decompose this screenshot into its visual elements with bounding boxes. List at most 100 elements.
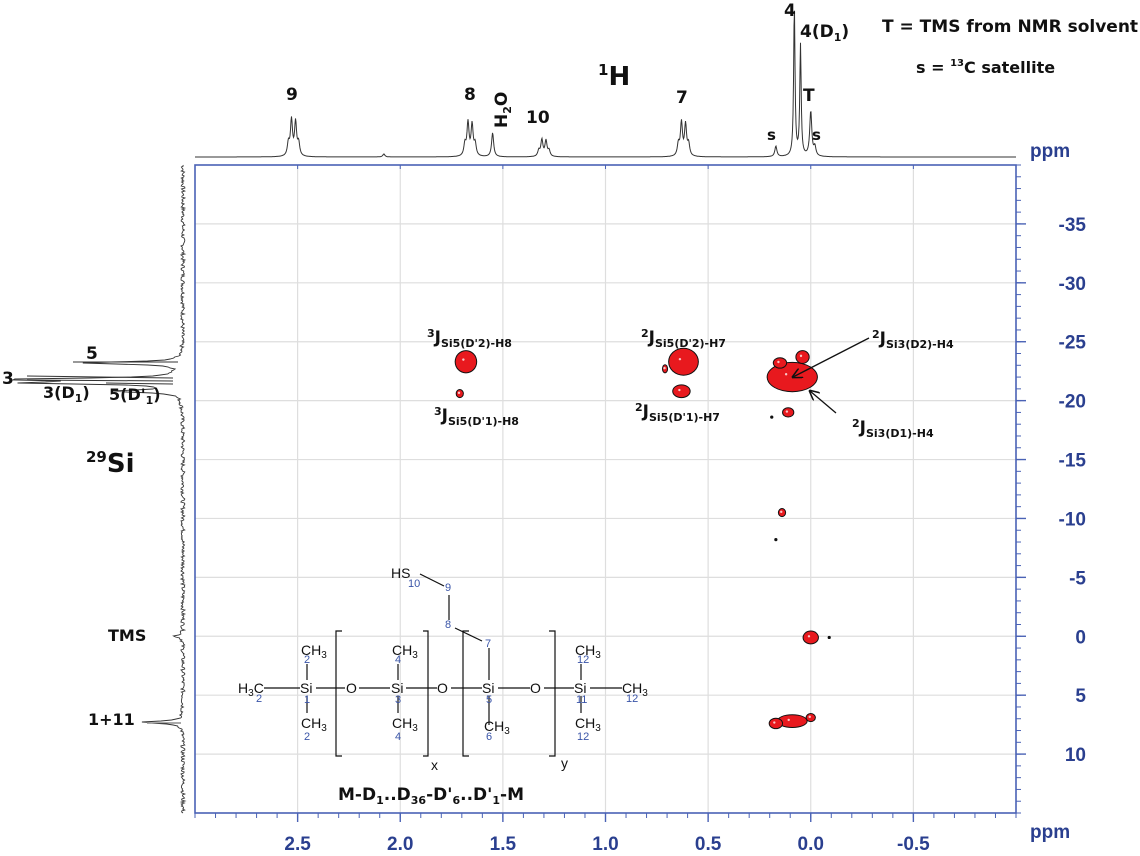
arrow-si3d2-h4 bbox=[793, 337, 870, 377]
y-tick-label: -15 bbox=[1059, 451, 1087, 472]
svg-text:CH3: CH3 bbox=[392, 715, 418, 734]
h1-peak-label-s-right: s bbox=[812, 126, 821, 144]
cross-peak bbox=[767, 362, 817, 392]
svg-text:2: 2 bbox=[304, 654, 310, 666]
y-axis-ticks: -35 -30 -25 -20 -15 -10 -5 0 5 10 bbox=[1016, 164, 1087, 814]
x-tick-label: 1.5 bbox=[490, 834, 517, 855]
svg-text:5: 5 bbox=[486, 694, 492, 706]
leader-line-3b bbox=[26, 379, 174, 382]
x-tick-label: 0.5 bbox=[695, 834, 722, 855]
cross-peak-highlight bbox=[808, 715, 811, 719]
y-tick-label: 10 bbox=[1065, 745, 1086, 766]
svg-text:CH3: CH3 bbox=[392, 642, 418, 661]
x-axis-ticks: 2.5 2.0 1.5 1.0 0.5 0.0 -0.5 bbox=[194, 165, 1017, 855]
cross-peak-highlight bbox=[785, 410, 789, 413]
svg-text:H3C: H3C bbox=[238, 680, 264, 699]
cross-peak bbox=[455, 351, 477, 373]
svg-text:6: 6 bbox=[486, 731, 492, 743]
svg-text:y: y bbox=[561, 755, 568, 771]
cross-peak-highlight bbox=[787, 718, 790, 722]
x-tick-label: -0.5 bbox=[897, 834, 930, 855]
h1-peak-label-7: 7 bbox=[676, 88, 688, 108]
svg-text:HS: HS bbox=[391, 565, 410, 581]
noise-dot bbox=[770, 415, 774, 419]
y-tick-label: -30 bbox=[1059, 274, 1086, 295]
svg-text:7: 7 bbox=[485, 638, 491, 650]
cross-peak bbox=[673, 385, 690, 398]
y-tick-label: -35 bbox=[1059, 215, 1087, 236]
cross-peak bbox=[783, 408, 794, 417]
h1-peak-label-9: 9 bbox=[286, 85, 298, 105]
y-tick-label: 0 bbox=[1075, 627, 1086, 648]
h1-peak-label-4: 4 bbox=[784, 1, 796, 21]
legend-satellite-note: s = 13C satellite bbox=[916, 58, 1055, 77]
x-tick-label: 0.0 bbox=[798, 834, 824, 855]
svg-text:Si: Si bbox=[574, 680, 586, 696]
cross-peak bbox=[806, 714, 815, 722]
cross-peak-highlight bbox=[678, 388, 681, 392]
x-tick-label: 2.5 bbox=[284, 834, 311, 855]
annotation-2j-si5d1-h7: 2JSi5(D'1)-H7 bbox=[635, 401, 720, 424]
h1-peak-label-s-left: s bbox=[767, 126, 776, 144]
cross-peak-highlight bbox=[780, 510, 783, 514]
svg-text:2JSi3(D2)-H4: 2JSi3(D2)-H4 bbox=[872, 328, 954, 351]
svg-text:12: 12 bbox=[626, 693, 638, 705]
h1-axis-title: 1H bbox=[598, 61, 630, 92]
svg-text:Si: Si bbox=[391, 680, 403, 696]
svg-text:12: 12 bbox=[577, 731, 589, 743]
annotation-2j-si3d2-h4: 2JSi3(D2)-H4 bbox=[872, 328, 954, 351]
svg-text:Si: Si bbox=[482, 680, 494, 696]
chemical-structure bbox=[264, 573, 622, 757]
si-peak-label-3d1: 3(D1) bbox=[43, 383, 90, 405]
y-tick-label: -20 bbox=[1059, 392, 1086, 413]
svg-text:3JSi5(D'2)-H8: 3JSi5(D'2)-H8 bbox=[427, 327, 512, 350]
cross-peak-highlight bbox=[457, 391, 461, 395]
y-tick-label: -5 bbox=[1069, 568, 1086, 589]
cross-peak bbox=[803, 631, 818, 644]
cross-peak-highlight bbox=[663, 366, 666, 370]
cross-peak-highlight bbox=[773, 721, 776, 724]
y-tick-label: -10 bbox=[1059, 509, 1086, 530]
svg-text:x: x bbox=[431, 757, 438, 773]
svg-text:10: 10 bbox=[408, 578, 420, 590]
svg-text:O: O bbox=[346, 680, 357, 696]
si29-axis-title: 29Si bbox=[86, 448, 135, 479]
x-tick-label: 2.0 bbox=[387, 834, 413, 855]
annotation-3j-si5d2-h8: 3JSi5(D'2)-H8 bbox=[427, 327, 512, 350]
annotation-3j-si5d1-h8: 3JSi5(D'1)-H8 bbox=[434, 405, 519, 428]
y-tick-label: -25 bbox=[1059, 333, 1087, 354]
cross-peaks bbox=[454, 347, 831, 730]
cross-peak-highlight bbox=[678, 357, 682, 361]
x-axis-unit-bottom: ppm bbox=[1030, 822, 1070, 843]
svg-text:CH3: CH3 bbox=[301, 642, 327, 661]
cross-peak bbox=[796, 351, 809, 363]
svg-text:O: O bbox=[530, 680, 541, 696]
cross-peak-highlight bbox=[807, 635, 811, 638]
si-peak-label-3: 3 bbox=[2, 369, 14, 389]
si29-projection-trace bbox=[11, 164, 187, 814]
h1-peak-label-8: 8 bbox=[464, 85, 476, 105]
cross-peak-highlight bbox=[462, 358, 465, 361]
svg-text:4: 4 bbox=[395, 731, 401, 743]
y-tick-label: 5 bbox=[1075, 686, 1086, 707]
svg-text:O: O bbox=[437, 680, 448, 696]
svg-text:8: 8 bbox=[445, 619, 451, 631]
svg-text:2JSi3(D1)-H4: 2JSi3(D1)-H4 bbox=[852, 417, 934, 440]
leader-line-5d1 bbox=[105, 382, 174, 385]
h1-peak-label-h2o: H2O bbox=[492, 92, 514, 128]
si-peak-label-5: 5 bbox=[86, 344, 98, 364]
x-tick-label: 1.0 bbox=[592, 834, 618, 855]
svg-text:1: 1 bbox=[304, 694, 310, 706]
svg-text:3: 3 bbox=[395, 694, 401, 706]
svg-text:CH3: CH3 bbox=[301, 715, 327, 734]
h1-peak-label-10: 10 bbox=[526, 108, 550, 128]
arrow-si3d1-h4 bbox=[810, 391, 837, 414]
cross-peak bbox=[669, 348, 698, 375]
svg-text:CH3: CH3 bbox=[622, 680, 648, 699]
svg-text:2: 2 bbox=[256, 693, 262, 705]
chemical-structure-labels: HS 10 9 8 7 H3C 2 Si 1 CH3 2 CH3 2 O Si … bbox=[238, 565, 648, 773]
noise-dot bbox=[774, 538, 778, 542]
svg-text:4: 4 bbox=[395, 654, 401, 666]
cross-peak bbox=[773, 358, 787, 368]
